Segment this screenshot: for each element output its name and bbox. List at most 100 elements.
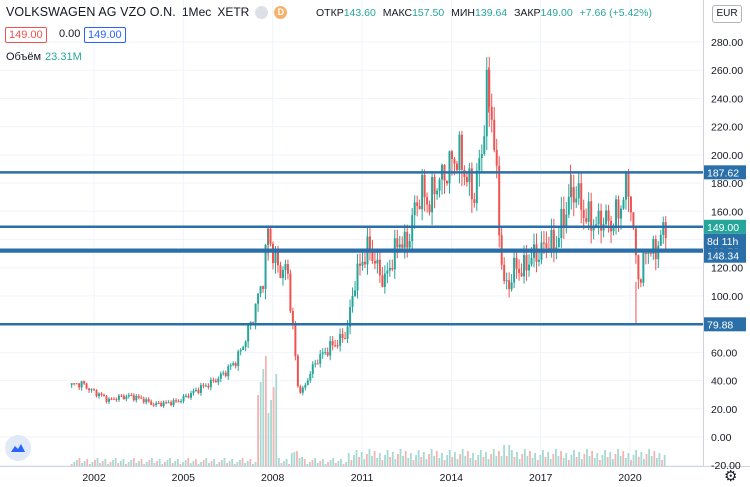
volume-bar	[516, 452, 518, 466]
volume-bar	[363, 459, 366, 466]
y-tick-label: 0.00	[711, 432, 732, 444]
candle-body	[102, 394, 105, 397]
candle-body	[155, 403, 158, 406]
volume-bar	[539, 455, 542, 466]
volume-bar	[257, 395, 260, 466]
candle-body	[423, 174, 426, 198]
volume-bar	[353, 455, 355, 466]
candle-body	[234, 363, 237, 366]
symbol-name[interactable]: VOLKSWAGEN AG VZO O.N.	[6, 5, 176, 19]
market-status-icon[interactable]	[255, 5, 269, 19]
volume-bar	[78, 458, 81, 466]
volume-bar	[433, 456, 436, 466]
candle-body	[237, 351, 240, 366]
candle-body	[341, 334, 344, 338]
candle-body	[403, 231, 406, 248]
y-tick-label: 40.00	[711, 376, 737, 388]
currency-button[interactable]: EUR	[712, 5, 742, 23]
volume-bar	[399, 449, 402, 466]
volume-bar	[420, 457, 423, 466]
volume-bar	[606, 457, 609, 466]
candle-body	[269, 228, 272, 244]
tradingview-logo-icon[interactable]	[5, 435, 31, 461]
volume-bar	[163, 462, 166, 466]
volume-bar	[254, 462, 257, 466]
volume-bar	[391, 452, 394, 466]
candle-body	[368, 236, 371, 251]
volume-bar	[661, 460, 663, 466]
candle-body	[659, 234, 662, 246]
volume-bar	[202, 460, 205, 466]
delayed-data-badge[interactable]: D	[274, 5, 288, 19]
volume-bar	[415, 455, 417, 466]
candle-body	[120, 395, 123, 397]
volume-bar	[614, 454, 617, 466]
volume-bar	[83, 461, 86, 466]
volume-bar	[466, 451, 469, 466]
volume-bar	[283, 461, 285, 466]
volume-bar	[127, 462, 130, 466]
volume-bar	[308, 462, 311, 466]
candle-body	[406, 231, 409, 248]
volume-bar	[355, 450, 358, 466]
candle-body	[229, 365, 232, 367]
x-tick-label: 2020	[618, 472, 642, 484]
volume-bar	[125, 464, 127, 466]
candle-body	[214, 380, 217, 383]
volume-bar	[653, 451, 656, 466]
volume-bar	[337, 461, 340, 466]
candle-body	[284, 264, 287, 271]
volume-bar	[171, 463, 174, 466]
volume-bar	[554, 449, 557, 466]
candle-body	[204, 385, 207, 387]
candle-body	[294, 323, 297, 356]
candle-body	[217, 378, 220, 383]
level-price-label-bg	[704, 317, 746, 332]
buy-price-box[interactable]: 149.00	[84, 27, 126, 43]
volume-bar	[218, 462, 221, 466]
volume-bar	[347, 453, 350, 466]
volume-bar	[596, 453, 599, 466]
candle-body	[272, 243, 275, 264]
volume-bar	[575, 457, 578, 466]
candle-body	[112, 398, 115, 400]
volume-bar	[643, 459, 645, 466]
candle-body	[545, 243, 548, 249]
volume-bar	[622, 451, 625, 466]
candle-body	[570, 187, 573, 197]
candle-body	[460, 134, 463, 170]
candle-body	[301, 387, 304, 393]
x-tick-label: 2011	[351, 472, 374, 484]
candle-body	[418, 206, 421, 210]
volume-bar	[425, 459, 428, 466]
gear-icon[interactable]: ⚙	[724, 468, 738, 485]
volume-value: 23.31M	[45, 51, 82, 63]
open-value: 143.60	[343, 7, 376, 19]
volume-bar	[490, 454, 493, 466]
candle-body	[259, 286, 262, 294]
candle-body	[448, 151, 451, 184]
volume-bar	[640, 452, 643, 466]
spread-value: 0.00	[59, 28, 81, 40]
candle-body	[629, 196, 632, 213]
candle-body	[78, 383, 81, 388]
interval-label[interactable]: 1Мес	[181, 5, 212, 19]
candle-body	[291, 311, 294, 324]
volume-bar	[262, 369, 265, 466]
low-label: МИН	[451, 7, 476, 19]
sell-price-box[interactable]: 149.00	[5, 27, 47, 43]
volume-bar	[446, 455, 449, 466]
candle-body	[306, 380, 309, 385]
candle-body	[468, 168, 471, 183]
volume-bar	[182, 462, 184, 466]
level-price-label: 79.88	[707, 319, 733, 331]
volume-bar	[557, 456, 560, 466]
volume-bar	[249, 459, 252, 466]
volume-bar	[529, 451, 531, 466]
candle-body	[393, 238, 396, 270]
volume-bar	[192, 461, 195, 466]
candle-body	[401, 244, 404, 248]
level-price-label: 148.34	[707, 251, 739, 263]
